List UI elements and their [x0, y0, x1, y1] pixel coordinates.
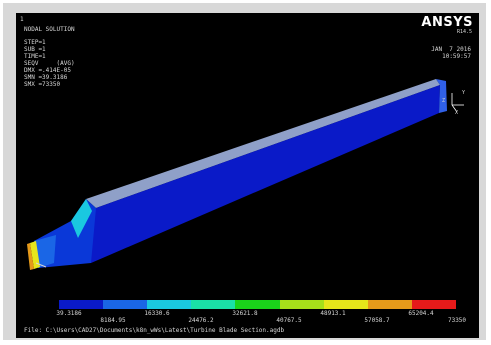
legend-tick: 8184.95 [100, 317, 126, 324]
legend-swatch [235, 300, 280, 309]
coordinate-triad-icon [451, 93, 464, 113]
legend-tick: 32621.8 [232, 310, 258, 317]
root-stress-zone-4 [27, 243, 34, 270]
result-title: NODAL SOLUTION [24, 26, 75, 33]
root-stress-zone-3 [30, 241, 40, 269]
triad-y-label: Y [462, 90, 466, 96]
legend-tick: 48913.1 [320, 310, 346, 317]
legend-swatch [191, 300, 236, 309]
legend-tick: 73350 [447, 317, 467, 324]
legend-swatch [147, 300, 192, 309]
blade-model[interactable] [16, 13, 479, 338]
legend-swatch [367, 300, 412, 309]
contour-legend-bar [59, 300, 456, 309]
blade-tip-face [436, 79, 447, 113]
file-path: File: C:\Users\CAD27\Documents\k8n_wWs\L… [24, 327, 285, 334]
graphics-window-frame: Y Z X 1 NODAL SOLUTION STEP=1 SUB =1 TIM… [3, 3, 486, 340]
sub-label: SUB =1 [24, 46, 46, 53]
smx-label: SMX =73350 [24, 81, 61, 88]
root-stress-zone-1 [71, 199, 92, 238]
blade-body [71, 85, 440, 263]
min-marker [35, 262, 47, 268]
legend-tick: 24476.2 [188, 317, 214, 324]
triad-z-label: Z [442, 98, 446, 104]
legend-swatch [323, 300, 368, 309]
legend-tick: 16330.6 [144, 310, 170, 317]
legend-tick: 40767.5 [276, 317, 302, 324]
legend-swatch [59, 300, 104, 309]
time-stamp: 10:59:57 [442, 53, 471, 60]
ansys-logo: ANSYS [421, 15, 473, 30]
root-stress-zone-2 [34, 235, 56, 268]
ansys-version: R14.5 [456, 29, 472, 35]
step-label: STEP=1 [24, 39, 46, 46]
legend-swatch [103, 300, 148, 309]
legend-tick: 39.3186 [56, 310, 82, 317]
legend-tick: 65204.4 [408, 310, 434, 317]
date-label: JAN 7 2016 [431, 46, 471, 53]
legend-swatch [411, 300, 456, 309]
legend-tick: 57058.7 [364, 317, 390, 324]
triad-x-label: X [455, 110, 459, 116]
dmx-label: DMX =.414E-05 [24, 67, 71, 74]
blade-top-face [86, 79, 440, 208]
graphics-viewport[interactable]: Y Z X 1 NODAL SOLUTION STEP=1 SUB =1 TIM… [16, 13, 479, 338]
frame-label: 1 [20, 16, 24, 23]
smn-label: SMN =39.3186 [24, 74, 68, 81]
time-label: TIME=1 [24, 53, 46, 60]
legend-swatch [279, 300, 324, 309]
seqv-label: SEQV (AVG) [24, 60, 75, 67]
